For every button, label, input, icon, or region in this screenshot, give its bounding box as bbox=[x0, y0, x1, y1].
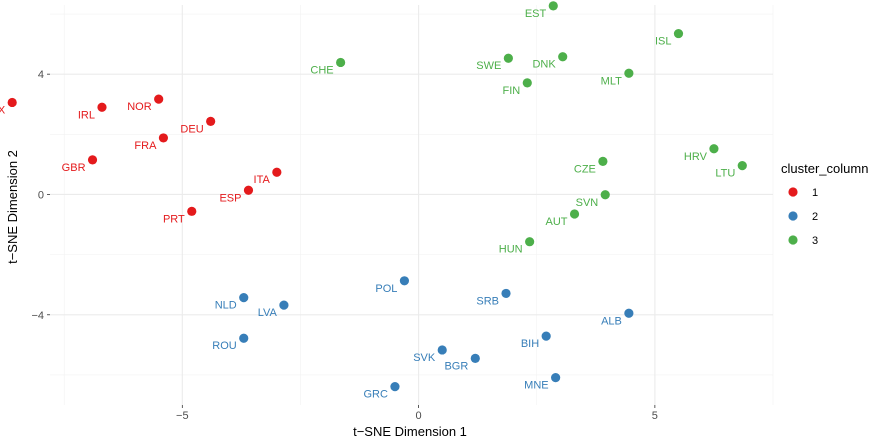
point-label: BGR bbox=[444, 360, 468, 372]
y-axis-title: t−SNE Dimension 2 bbox=[5, 150, 20, 264]
point-label: ITA bbox=[254, 174, 271, 186]
data-point bbox=[206, 116, 216, 126]
point-label: ROU bbox=[212, 340, 237, 352]
data-point bbox=[541, 331, 551, 341]
data-point bbox=[501, 288, 511, 299]
point-label: AUT bbox=[546, 216, 568, 228]
point-label: MNE bbox=[524, 380, 548, 392]
data-point bbox=[336, 57, 346, 68]
point-label: CZE bbox=[574, 163, 596, 175]
point-label: HUN bbox=[499, 244, 523, 256]
point-label: DNK bbox=[532, 59, 556, 71]
data-point bbox=[558, 52, 568, 62]
data-point bbox=[243, 185, 254, 195]
point-label: PRT bbox=[163, 213, 185, 225]
data-point bbox=[598, 156, 608, 166]
legend-title: cluster_column bbox=[781, 161, 868, 176]
data-point bbox=[239, 333, 249, 343]
point-label: DEU bbox=[180, 123, 203, 135]
data-point bbox=[624, 68, 634, 78]
legend: cluster_column 1 2 3 bbox=[781, 161, 868, 247]
data-point bbox=[399, 276, 410, 286]
point-label: GRC bbox=[364, 389, 389, 401]
point-label: SRB bbox=[476, 295, 499, 307]
data-point bbox=[624, 308, 634, 318]
legend-key bbox=[788, 187, 798, 197]
point-label: LVA bbox=[258, 307, 278, 319]
data-point bbox=[154, 94, 164, 104]
point-label: LUX bbox=[0, 104, 6, 116]
point-label: GBR bbox=[62, 162, 86, 174]
data-point bbox=[673, 28, 684, 39]
data-point bbox=[97, 102, 107, 112]
data-point bbox=[470, 353, 480, 363]
data-point bbox=[503, 53, 513, 63]
data-point bbox=[158, 133, 169, 143]
data-point bbox=[737, 161, 747, 171]
data-points bbox=[7, 1, 747, 392]
legend-label: 1 bbox=[812, 187, 818, 199]
legend-label: 3 bbox=[812, 235, 818, 247]
point-label: SVN bbox=[576, 197, 599, 209]
data-point bbox=[525, 237, 535, 247]
point-label: BIH bbox=[521, 338, 539, 350]
data-point bbox=[87, 155, 98, 165]
data-point bbox=[522, 78, 532, 88]
data-point bbox=[709, 144, 719, 154]
point-label: SVK bbox=[413, 352, 436, 364]
point-label: LTU bbox=[715, 168, 735, 180]
x-tick-label: 0 bbox=[416, 410, 422, 422]
point-label: MLT bbox=[601, 75, 622, 87]
legend-key bbox=[788, 235, 798, 245]
point-label: ISL bbox=[655, 36, 672, 48]
major-gridlines bbox=[50, 5, 773, 405]
point-label: ESP bbox=[219, 192, 241, 204]
point-label: EST bbox=[525, 8, 547, 20]
x-axis-title: t−SNE Dimension 1 bbox=[353, 424, 467, 439]
data-point bbox=[437, 345, 447, 355]
data-point bbox=[279, 300, 289, 310]
point-label: HRV bbox=[684, 151, 708, 163]
x-tick-label: −5 bbox=[176, 410, 189, 422]
y-tick-label: 0 bbox=[38, 189, 44, 201]
data-point bbox=[239, 293, 249, 303]
point-label: SWE bbox=[476, 60, 501, 72]
legend-label: 2 bbox=[812, 211, 818, 223]
point-label: ALB bbox=[601, 315, 622, 327]
minor-gridlines bbox=[50, 5, 774, 405]
data-point bbox=[548, 1, 558, 11]
data-point bbox=[272, 167, 282, 177]
y-tick-label: −4 bbox=[31, 310, 44, 322]
point-label: FIN bbox=[503, 85, 521, 97]
data-point bbox=[390, 382, 400, 392]
legend-key bbox=[788, 211, 798, 221]
data-point bbox=[600, 190, 610, 200]
point-label: IRL bbox=[78, 109, 95, 121]
point-label: NLD bbox=[215, 300, 237, 312]
data-point bbox=[187, 206, 197, 216]
x-axis-ticks: −5 0 5 bbox=[176, 405, 658, 422]
y-axis-ticks: −4 0 4 bbox=[31, 69, 50, 322]
point-label: NOR bbox=[127, 101, 152, 113]
data-point bbox=[551, 373, 561, 383]
point-labels: LUX IRL NOR DEU FRA GBR ITA ESP PRT POL NLD LVA ROU S… bbox=[0, 8, 735, 401]
x-tick-label: 5 bbox=[652, 410, 658, 422]
point-label: CHE bbox=[310, 64, 333, 76]
point-label: FRA bbox=[134, 140, 157, 152]
y-tick-label: 4 bbox=[38, 69, 44, 81]
point-label: POL bbox=[375, 283, 397, 295]
data-point bbox=[569, 209, 580, 219]
data-point bbox=[7, 97, 17, 108]
